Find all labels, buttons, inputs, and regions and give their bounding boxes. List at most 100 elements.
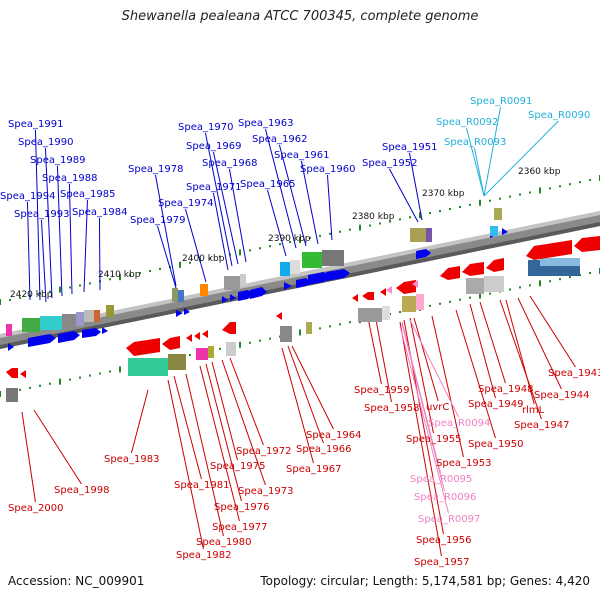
gene-label-spea-r0091[interactable]: Spea_R0091 [470,96,532,107]
scale-tick [349,321,351,324]
scale-tick [9,298,11,301]
gene-label-spea-r0094[interactable]: Spea_R0094 [428,418,490,429]
gene-label-spea-1989[interactable]: Spea_1989 [30,155,85,166]
scale-tick [99,372,101,375]
scale-tick [519,286,521,289]
gene-label-spea-1969[interactable]: Spea_1969 [186,141,241,152]
gene-label-spea-1970[interactable]: Spea_1970 [178,122,233,133]
gene-label-spea-1950[interactable]: Spea_1950 [468,439,523,450]
gene-label-spea-1947[interactable]: Spea_1947 [514,420,569,431]
gene-label-spea-1949[interactable]: Spea_1949 [468,399,523,410]
scale-tick [449,208,451,210]
genome-title: Shewanella pealeana ATCC 700345, complet… [121,9,479,24]
gene-label-spea-1952[interactable]: Spea_1952 [362,158,417,169]
gene-label-spea-1981[interactable]: Spea_1981 [174,480,229,491]
leader-spea-1974 [184,208,207,283]
lower-strand-blocks [6,258,580,402]
scale-tick [489,292,491,295]
gene-label-spea-1985[interactable]: Spea_1985 [60,189,115,200]
gene-label-spea-1990[interactable]: Spea_1990 [18,137,73,148]
scale-tick [479,199,481,206]
gene-label-spea-r0093[interactable]: Spea_R0093 [444,137,506,148]
leader-spea-1980 [185,373,224,537]
lower-strand-genes [6,236,600,378]
gene-label-spea-1973[interactable]: Spea_1973 [238,486,293,497]
gene-label-spea-1958[interactable]: Spea_1958 [364,403,419,414]
leader-spea-1967 [281,347,314,464]
leader-spea-1971 [212,192,229,271]
gene-label-spea-1971[interactable]: Spea_1971 [186,182,241,193]
gene-label-spea-1988[interactable]: Spea_1988 [42,173,97,184]
scale-tick [59,378,61,385]
leader-spea-r0091 [483,106,501,197]
scale-tick [439,210,441,213]
gene-label-spea-1976[interactable]: Spea_1976 [214,502,269,513]
leader-spea-1960 [326,174,333,241]
gene-label-spea-2000[interactable]: Spea_2000 [8,503,63,514]
scale-tick [519,193,521,196]
gene-label-spea-1963[interactable]: Spea_1963 [238,118,293,129]
bottom-strand-labels: Spea_1943 Spea_1944 Spea_1947 rlmL Spea_1948… [8,368,600,568]
scale-label-2390-kbp: 2390 kbp [268,234,311,244]
gene-label-spea-1972[interactable]: Spea_1972 [236,446,291,457]
scale-tick [299,237,301,243]
gene-label-spea-1998[interactable]: Spea_1998 [54,485,109,496]
gene-label-spea-1965[interactable]: Spea_1965 [240,179,295,190]
gene-label-rlml[interactable]: rlmL [522,405,545,416]
leader-spea-1961 [300,160,319,245]
gene-label-spea-1994[interactable]: Spea_1994 [0,191,55,202]
leader-spea-1989 [56,165,63,297]
scale-tick [329,325,331,328]
scale-tick [559,185,561,188]
gene-label-spea-1975[interactable]: Spea_1975 [210,461,265,472]
leader-spea-1970 [204,132,233,267]
gene-label-spea-1968[interactable]: Spea_1968 [202,158,257,169]
gene-label-spea-r0097[interactable]: Spea_R0097 [418,514,480,525]
gene-label-spea-1959[interactable]: Spea_1959 [354,385,409,396]
scale-tick [319,327,321,330]
scale-tick [149,270,151,272]
gene-label-spea-1944[interactable]: Spea_1944 [534,390,589,401]
scale-tick [409,216,411,219]
gene-label-spea-1960[interactable]: Spea_1960 [300,164,355,175]
scale-tick [589,179,591,182]
gene-label-spea-1964[interactable]: Spea_1964 [306,430,361,441]
gene-label-spea-r0096[interactable]: Spea_R0096 [414,492,476,503]
gene-label-uvrc[interactable]: uvrC [426,402,449,413]
leader-spea-r0096 [401,323,445,492]
gene-label-spea-1974[interactable]: Spea_1974 [158,198,213,209]
scale-tick [49,290,51,293]
gene-label-spea-1967[interactable]: Spea_1967 [286,464,341,475]
gene-label-spea-1951[interactable]: Spea_1951 [382,142,437,153]
scale-tick [389,220,391,223]
gene-label-spea-1943[interactable]: Spea_1943 [548,368,600,379]
scale-tick [559,278,561,281]
gene-label-spea-1983[interactable]: Spea_1983 [104,454,159,465]
gene-label-spea-1980[interactable]: Spea_1980 [196,537,251,548]
gene-label-spea-1955[interactable]: Spea_1955 [406,434,461,445]
leader-spea-r0090 [483,120,559,197]
gene-label-spea-1961[interactable]: Spea_1961 [274,150,329,161]
gene-label-spea-1962[interactable]: Spea_1962 [252,134,307,145]
scale-tick [119,366,121,373]
gene-label-spea-r0095[interactable]: Spea_R0095 [410,474,472,485]
gene-label-spea-1953[interactable]: Spea_1953 [436,458,491,469]
gene-label-spea-1978[interactable]: Spea_1978 [128,164,183,175]
top-strand-labels: Spea_1991 Spea_1990 Spea_1989 Spea_1988 Spea… [0,96,590,226]
gene-label-spea-1993[interactable]: Spea_1993 [14,209,69,220]
accession-text: Accession: NC_009901 [8,574,145,588]
gene-label-spea-1966[interactable]: Spea_1966 [296,444,351,455]
gene-label-spea-1984[interactable]: Spea_1984 [72,207,127,218]
gene-label-spea-1956[interactable]: Spea_1956 [416,535,471,546]
gene-label-spea-r0090[interactable]: Spea_R0090 [528,110,590,121]
gene-label-spea-1979[interactable]: Spea_1979 [130,215,185,226]
gene-label-spea-1948[interactable]: Spea_1948 [478,384,533,395]
gene-label-spea-r0092[interactable]: Spea_R0092 [436,117,498,128]
gene-label-spea-1982[interactable]: Spea_1982 [176,550,231,561]
gene-label-spea-1957[interactable]: Spea_1957 [414,557,469,568]
scale-tick [69,286,71,289]
scale-tick [319,234,321,237]
gene-label-spea-1977[interactable]: Spea_1977 [212,522,267,533]
gene-label-spea-1991[interactable]: Spea_1991 [8,119,63,130]
scale-tick [579,181,581,184]
